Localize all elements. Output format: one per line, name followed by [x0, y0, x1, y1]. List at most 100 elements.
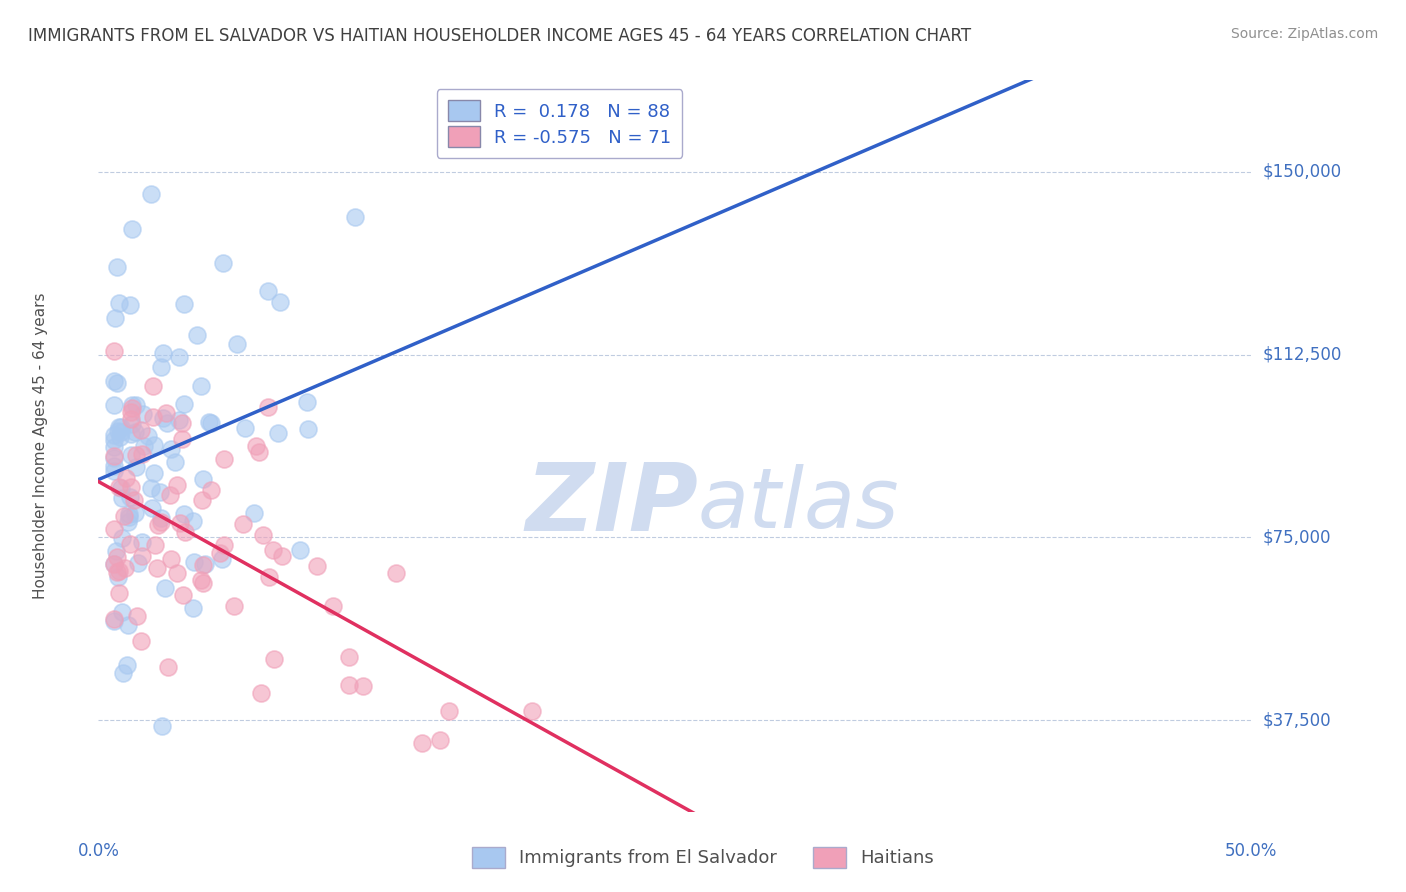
Point — [152, 411, 174, 425]
Point — [191, 492, 214, 507]
Point — [149, 484, 172, 499]
Point — [103, 522, 125, 536]
Point — [103, 344, 125, 359]
Point — [115, 470, 138, 484]
Point — [131, 535, 153, 549]
Point — [108, 420, 131, 434]
Point — [134, 439, 156, 453]
Point — [104, 311, 127, 326]
Text: $75,000: $75,000 — [1263, 528, 1331, 547]
Point — [121, 398, 143, 412]
Point — [120, 405, 142, 419]
Point — [107, 480, 129, 494]
Point — [110, 425, 132, 440]
Point — [111, 605, 134, 619]
Point — [150, 511, 173, 525]
Point — [104, 544, 127, 558]
Point — [198, 415, 221, 429]
Point — [121, 417, 143, 431]
Point — [142, 410, 165, 425]
Point — [103, 615, 125, 629]
Point — [146, 560, 169, 574]
Point — [157, 660, 180, 674]
Point — [271, 549, 294, 563]
Point — [121, 401, 143, 415]
Point — [160, 442, 183, 457]
Point — [120, 448, 142, 462]
Point — [111, 491, 134, 505]
Point — [129, 423, 152, 437]
Text: 0.0%: 0.0% — [77, 842, 120, 860]
Point — [153, 581, 176, 595]
Point — [103, 440, 125, 454]
Point — [256, 400, 278, 414]
Point — [143, 466, 166, 480]
Point — [305, 559, 328, 574]
Point — [166, 566, 188, 580]
Point — [267, 426, 290, 441]
Point — [103, 398, 125, 412]
Point — [139, 482, 162, 496]
Legend: Immigrants from El Salvador, Haitians: Immigrants from El Salvador, Haitians — [461, 836, 945, 879]
Point — [173, 397, 195, 411]
Point — [103, 450, 125, 465]
Point — [125, 459, 148, 474]
Point — [269, 294, 291, 309]
Point — [103, 557, 125, 571]
Point — [222, 599, 245, 613]
Point — [120, 427, 142, 442]
Point — [191, 472, 214, 486]
Point — [107, 570, 129, 584]
Point — [169, 350, 191, 364]
Point — [120, 298, 142, 312]
Point — [156, 417, 179, 431]
Point — [124, 398, 146, 412]
Point — [262, 543, 284, 558]
Point — [343, 211, 366, 225]
Point — [263, 652, 285, 666]
Text: $37,500: $37,500 — [1263, 711, 1331, 730]
Point — [429, 732, 451, 747]
Point — [212, 538, 235, 552]
Text: Householder Income Ages 45 - 64 years: Householder Income Ages 45 - 64 years — [34, 293, 48, 599]
Point — [214, 451, 236, 466]
Point — [120, 537, 142, 551]
Point — [160, 551, 183, 566]
Point — [103, 612, 125, 626]
Point — [127, 609, 149, 624]
Point — [186, 328, 208, 343]
Text: atlas: atlas — [697, 464, 900, 545]
Text: 50.0%: 50.0% — [1225, 842, 1278, 860]
Point — [112, 666, 135, 681]
Point — [125, 448, 148, 462]
Point — [174, 524, 197, 539]
Point — [235, 421, 257, 435]
Point — [226, 336, 249, 351]
Point — [411, 736, 433, 750]
Point — [520, 704, 543, 718]
Point — [142, 379, 165, 393]
Point — [103, 374, 125, 388]
Text: $150,000: $150,000 — [1263, 162, 1341, 181]
Point — [190, 574, 212, 588]
Point — [209, 546, 232, 560]
Point — [143, 538, 166, 552]
Point — [105, 260, 128, 274]
Point — [250, 686, 273, 700]
Point — [190, 378, 212, 392]
Point — [337, 678, 360, 692]
Point — [172, 588, 194, 602]
Point — [159, 488, 181, 502]
Point — [194, 558, 217, 572]
Point — [107, 424, 129, 438]
Point — [118, 508, 141, 522]
Point — [108, 586, 131, 600]
Point — [297, 422, 319, 436]
Point — [122, 492, 145, 507]
Point — [117, 515, 139, 529]
Point — [245, 439, 267, 453]
Point — [111, 531, 134, 545]
Point — [124, 506, 146, 520]
Text: IMMIGRANTS FROM EL SALVADOR VS HAITIAN HOUSEHOLDER INCOME AGES 45 - 64 YEARS COR: IMMIGRANTS FROM EL SALVADOR VS HAITIAN H… — [28, 27, 972, 45]
Point — [105, 566, 128, 580]
